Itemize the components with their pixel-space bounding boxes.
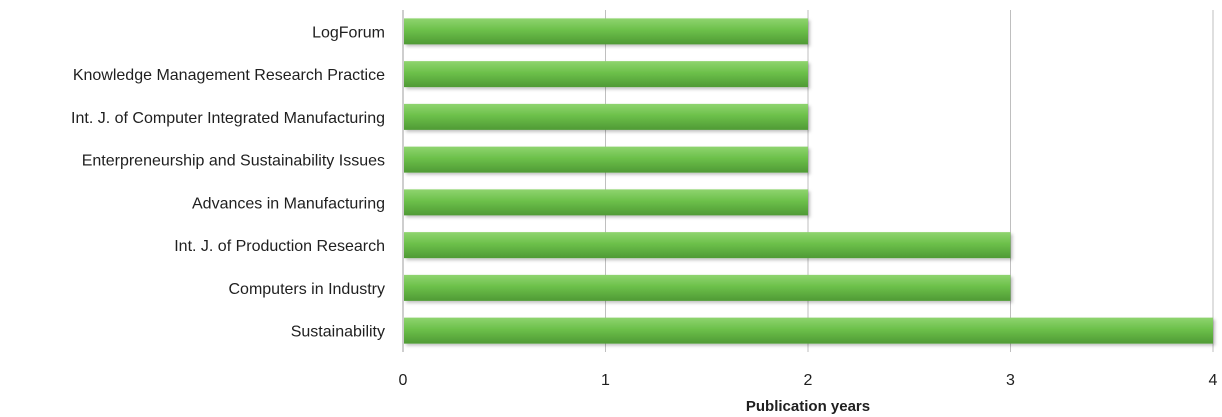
x-tick-labels: 0 1 2 3 4 [399,372,1218,389]
x-tick-label-2: 2 [804,372,813,389]
x-tick-label-0: 0 [399,372,408,389]
category-label-4: Enterpreneurship and Sustainability Issu… [82,153,385,170]
bar-6 [404,232,1011,259]
category-labels: LogForum Knowledge Management Research Pr… [71,24,385,340]
bar-2 [404,61,808,88]
bar-1 [404,18,808,45]
category-label-1: LogForum [312,24,385,41]
bar-3 [404,103,808,130]
bar-5 [404,189,808,216]
category-label-8: Sustainability [291,324,385,341]
category-label-5: Advances in Manufacturing [192,195,385,212]
category-label-2: Knowledge Management Research Practice [73,67,385,84]
x-tick-label-3: 3 [1006,372,1015,389]
bar-4 [404,146,808,173]
category-label-3: Int. J. of Computer Integrated Manufactu… [71,110,385,127]
category-label-7: Computers in Industry [228,281,385,298]
x-tick-label-4: 4 [1209,372,1218,389]
x-axis-title: Publication years [746,398,870,415]
category-label-6: Int. J. of Production Research [174,238,385,255]
x-tick-label-1: 1 [601,372,610,389]
bar-7 [404,274,1011,301]
bars [404,18,1213,344]
bar-8 [404,317,1213,344]
